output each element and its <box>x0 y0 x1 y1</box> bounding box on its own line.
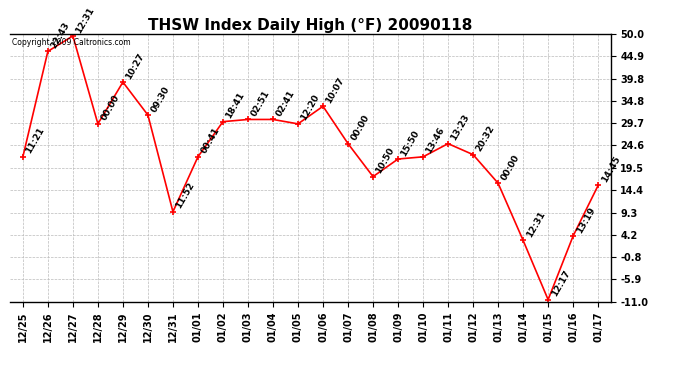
Text: 12:20: 12:20 <box>299 93 322 123</box>
Title: THSW Index Daily High (°F) 20090118: THSW Index Daily High (°F) 20090118 <box>148 18 473 33</box>
Text: 20:32: 20:32 <box>475 124 497 153</box>
Text: 18:41: 18:41 <box>224 91 246 120</box>
Text: 10:27: 10:27 <box>124 51 146 81</box>
Text: 14:45: 14:45 <box>600 154 622 184</box>
Text: 22:43: 22:43 <box>49 21 72 50</box>
Text: 10:50: 10:50 <box>375 146 396 175</box>
Text: 02:51: 02:51 <box>249 89 271 118</box>
Text: 11:21: 11:21 <box>24 126 46 155</box>
Text: 09:30: 09:30 <box>149 84 171 114</box>
Text: 00:00: 00:00 <box>99 94 121 123</box>
Text: Copyright 2009 Caltronics.com: Copyright 2009 Caltronics.com <box>12 38 130 47</box>
Text: 12:31: 12:31 <box>524 210 546 239</box>
Text: 10:07: 10:07 <box>324 76 346 105</box>
Text: 02:41: 02:41 <box>275 89 297 118</box>
Text: 00:00: 00:00 <box>500 153 522 182</box>
Text: 00:00: 00:00 <box>349 113 371 142</box>
Text: 00:41: 00:41 <box>199 126 221 155</box>
Text: 13:46: 13:46 <box>424 126 446 155</box>
Text: 11:52: 11:52 <box>175 181 197 210</box>
Text: 13:19: 13:19 <box>575 205 597 234</box>
Text: 15:50: 15:50 <box>400 129 422 158</box>
Text: 12:31: 12:31 <box>75 5 97 34</box>
Text: 12:17: 12:17 <box>549 269 572 298</box>
Text: 13:23: 13:23 <box>449 113 471 142</box>
